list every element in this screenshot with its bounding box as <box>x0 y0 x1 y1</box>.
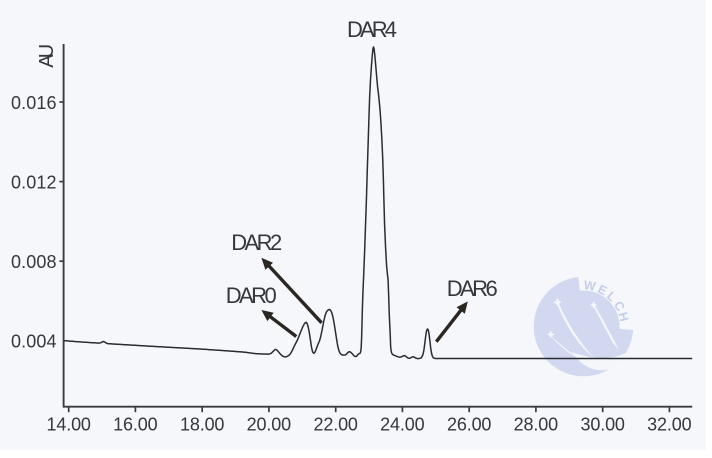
svg-text:DAR2: DAR2 <box>231 230 282 255</box>
svg-text:16.00: 16.00 <box>113 414 158 434</box>
svg-text:24.00: 24.00 <box>380 414 425 434</box>
svg-text:0.016: 0.016 <box>11 93 57 113</box>
svg-text:32.00: 32.00 <box>647 414 692 434</box>
svg-text:28.00: 28.00 <box>514 414 559 434</box>
svg-text:14.00: 14.00 <box>46 414 91 434</box>
svg-text:H: H <box>615 311 631 323</box>
svg-text:DAR4: DAR4 <box>347 17 397 42</box>
svg-text:0.008: 0.008 <box>11 252 57 272</box>
svg-text:AU: AU <box>36 44 58 68</box>
svg-text:30.00: 30.00 <box>580 414 625 434</box>
svg-text:W: W <box>583 278 597 294</box>
svg-text:20.00: 20.00 <box>247 414 292 434</box>
svg-text:DAR0: DAR0 <box>226 283 277 308</box>
svg-text:18.00: 18.00 <box>180 414 225 434</box>
svg-text:DAR6: DAR6 <box>447 276 498 301</box>
svg-text:0.012: 0.012 <box>11 172 57 192</box>
svg-text:26.00: 26.00 <box>447 414 492 434</box>
svg-text:0.004: 0.004 <box>11 332 57 352</box>
svg-text:22.00: 22.00 <box>313 414 358 434</box>
